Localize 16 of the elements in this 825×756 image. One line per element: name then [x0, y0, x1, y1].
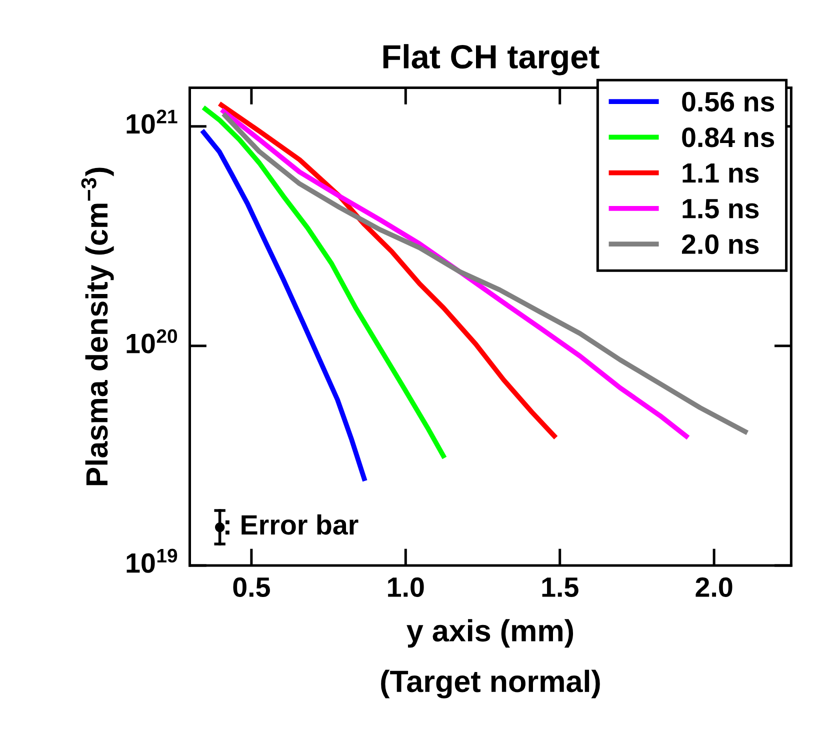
legend-label: 0.84 ns	[682, 128, 774, 148]
y-tick-label: 10$^{19}$	[126, 548, 178, 573]
y-tick-label: 10$^{21}$	[126, 110, 178, 134]
x-tick-label: 0.5	[233, 577, 270, 598]
legend-label: 2.0 ns	[682, 234, 759, 254]
legend-label: 0.56 ns	[682, 92, 774, 112]
x-axis-title: y axis (mm) (Target normal)	[381, 619, 600, 698]
y-axis-title: Plasma density (cm$^{−3}$)	[81, 168, 114, 486]
chart-title: Flat CH target	[383, 44, 600, 76]
legend-label: 1.5 ns	[682, 199, 759, 218]
legend-label: 1.1 ns	[682, 163, 759, 183]
x-tick-label: 2.0	[696, 577, 732, 598]
x-tick-label: 1.0	[388, 577, 424, 598]
x-tick-label: 1.5	[542, 578, 578, 598]
annotation: : Error bar	[226, 514, 358, 535]
y-tick-label: 10$^{20}$	[126, 329, 178, 354]
